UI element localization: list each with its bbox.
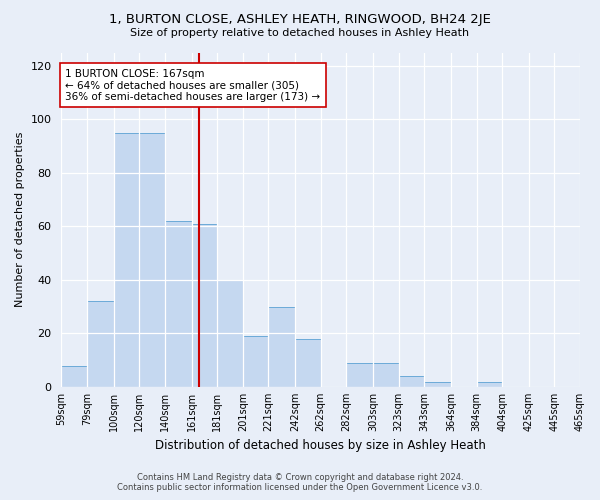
X-axis label: Distribution of detached houses by size in Ashley Heath: Distribution of detached houses by size … xyxy=(155,440,486,452)
Bar xyxy=(398,376,424,387)
Y-axis label: Number of detached properties: Number of detached properties xyxy=(15,132,25,308)
Text: 1, BURTON CLOSE, ASHLEY HEATH, RINGWOOD, BH24 2JE: 1, BURTON CLOSE, ASHLEY HEATH, RINGWOOD,… xyxy=(109,12,491,26)
Bar xyxy=(61,366,87,387)
Bar xyxy=(268,306,295,387)
Bar xyxy=(295,339,321,387)
Bar xyxy=(114,133,139,387)
Bar xyxy=(424,382,451,387)
Text: 1 BURTON CLOSE: 167sqm
← 64% of detached houses are smaller (305)
36% of semi-de: 1 BURTON CLOSE: 167sqm ← 64% of detached… xyxy=(65,68,320,102)
Bar xyxy=(373,363,398,387)
Bar xyxy=(217,280,243,387)
Bar xyxy=(139,133,165,387)
Bar xyxy=(476,382,502,387)
Bar xyxy=(191,224,217,387)
Bar xyxy=(87,302,114,387)
Text: Size of property relative to detached houses in Ashley Heath: Size of property relative to detached ho… xyxy=(130,28,470,38)
Text: Contains HM Land Registry data © Crown copyright and database right 2024.
Contai: Contains HM Land Registry data © Crown c… xyxy=(118,473,482,492)
Bar xyxy=(346,363,373,387)
Bar xyxy=(243,336,268,387)
Bar xyxy=(165,221,191,387)
